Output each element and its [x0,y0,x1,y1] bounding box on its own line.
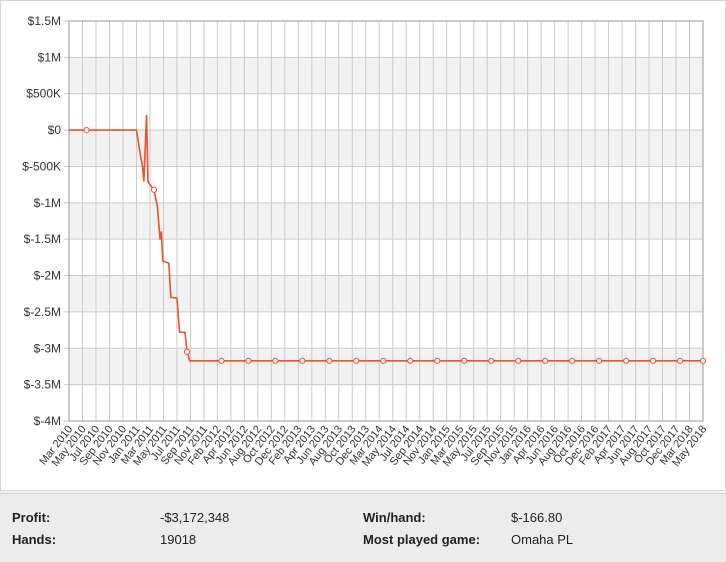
data-point [649,357,657,364]
data-point [380,357,387,364]
data-point [461,357,468,364]
data-point [542,357,549,364]
hands-value: 19018 [160,532,197,547]
data-point [272,357,279,364]
data-point [218,357,225,364]
y-tick-label: $-1M [34,196,61,210]
y-tick-label: $1.5M [28,14,61,28]
y-tick-label: $0 [48,123,62,137]
y-tick-label: $-2M [34,269,61,283]
data-point [353,357,360,364]
profit-value: -$3,172,348 [160,510,230,525]
data-point [676,357,684,364]
most-played-game-label: Most played game: [363,532,481,547]
data-point [488,357,495,364]
data-point [150,186,158,193]
y-tick-label: $-4M [34,414,61,428]
most-played-game-value: Omaha PL [511,532,574,547]
y-tick-label: $1M [38,50,61,64]
data-point [434,357,441,364]
data-point [623,357,630,364]
y-tick-label: $-3M [34,341,61,355]
data-point [299,357,306,364]
data-point [407,357,414,364]
y-tick-label: $500K [26,87,61,101]
data-point [183,348,191,356]
hands-label: Hands: [12,532,57,547]
y-tick-label: $-500K [22,159,61,173]
grid-band [69,130,703,167]
data-point [699,357,707,364]
grid-band [69,202,703,240]
profit-line [69,114,703,362]
profit-chart: $1.5M $1M $500K $0 $-500K $-1M $-1.5M $-2M $-2.5… [22,14,709,469]
data-point [569,357,576,364]
grid-band [69,275,703,312]
data-point [326,357,333,364]
stats-panel: Profit: -$3,172,348 Hands: 19018 Win/han… [0,493,726,562]
data-point [515,357,522,364]
data-point [83,126,90,134]
grid-band [69,57,703,94]
data-point [245,357,252,364]
profit-label: Profit: [12,510,51,525]
y-tick-label: $-3.5M [24,378,61,392]
y-tick-label: $-1.5M [24,232,61,246]
chart-panel: $1.5M $1M $500K $0 $-500K $-1M $-1.5M $-2M $-2.5… [0,0,726,491]
data-point [596,357,603,364]
y-tick-label: $-2.5M [24,305,61,319]
win-per-hand-value: $-166.80 [511,510,563,525]
win-per-hand-label: Win/hand: [363,510,426,525]
grid-band [69,348,703,385]
plot-border [68,20,704,422]
